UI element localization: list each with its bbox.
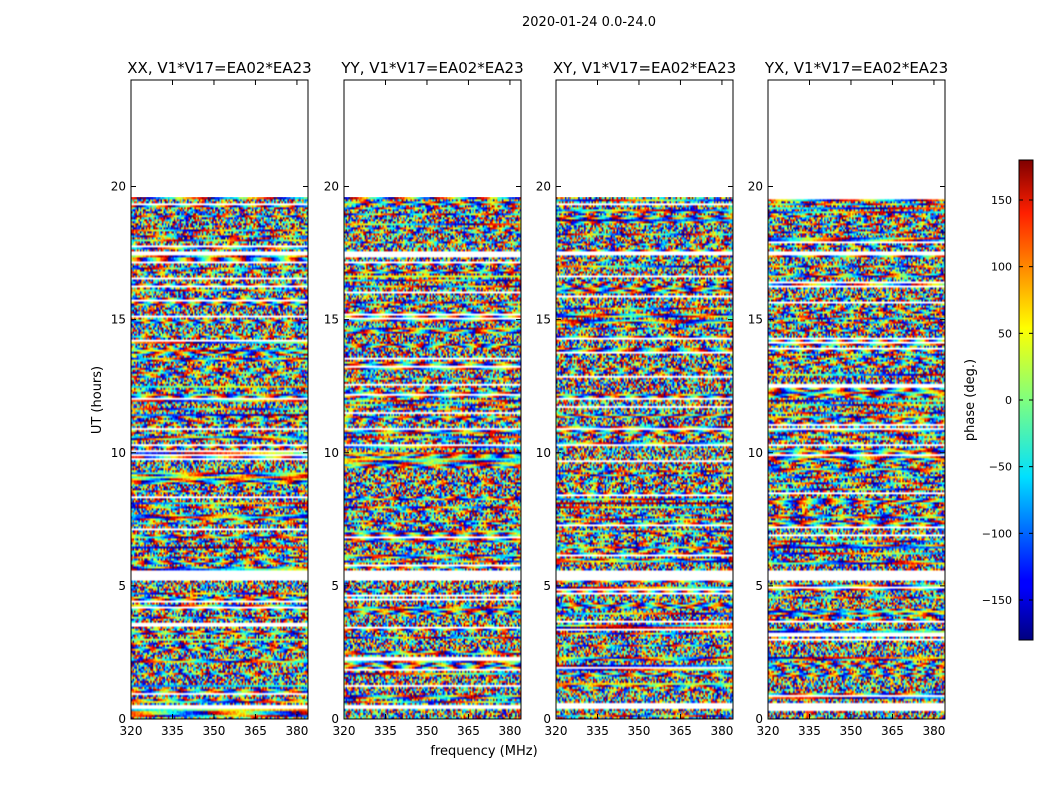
colorbar-label: phase (deg.) (963, 359, 978, 441)
panel-frame (343, 79, 522, 720)
panel-title: YX, V1*V17=EA02*EA23 (764, 59, 948, 77)
y-tick-label: 15 (324, 313, 339, 327)
y-tick-label: 5 (543, 579, 551, 593)
y-tick-label: 15 (111, 313, 126, 327)
y-tick-label: 15 (536, 313, 551, 327)
y-tick-label: 20 (111, 180, 126, 194)
y-tick-label: 0 (118, 712, 126, 726)
y-tick-label: 0 (543, 712, 551, 726)
colorbar-tick-label: −50 (989, 461, 1012, 474)
figure-suptitle: 2020-01-24 0.0-24.0 (522, 15, 656, 30)
panel-xx: XX, V1*V17=EA02*EA23 320 335 350 365 380 0 5 10 1… (111, 59, 312, 738)
colorbar: 150 100 50 0 −50 −100 −150 phase (deg.) (963, 159, 1034, 641)
x-tick-label: 380 (498, 724, 521, 738)
heatmap-yy (344, 197, 521, 719)
x-tick-label: 350 (840, 724, 863, 738)
y-tick-label: 20 (324, 180, 339, 194)
colorbar-tick-label: −150 (982, 594, 1012, 607)
x-tick-label: 335 (798, 724, 821, 738)
x-tick-label: 335 (374, 724, 397, 738)
y-tick-label: 0 (331, 712, 339, 726)
x-axis-label: frequency (MHz) (430, 744, 537, 759)
x-tick-label: 320 (757, 724, 780, 738)
x-tick-label: 380 (710, 724, 733, 738)
y-tick-label: 5 (118, 579, 126, 593)
heatmap-yx (768, 197, 945, 719)
y-tick-label: 20 (748, 180, 763, 194)
x-tick-label: 380 (285, 724, 308, 738)
y-tick-label: 10 (536, 446, 551, 460)
y-tick-label: 20 (536, 180, 551, 194)
colorbar-tick-label: 100 (991, 261, 1012, 274)
panel-frame (767, 79, 946, 720)
x-tick-label: 335 (586, 724, 609, 738)
colorbar-tick-label: −100 (982, 527, 1012, 540)
x-tick-label: 350 (416, 724, 439, 738)
heatmap-xy (556, 197, 733, 719)
x-tick-label: 365 (457, 724, 480, 738)
colorbar-tick-label: 0 (1005, 394, 1012, 407)
x-tick-label: 365 (881, 724, 904, 738)
colorbar-tick-label: 150 (991, 194, 1012, 207)
x-tick-label: 365 (244, 724, 267, 738)
y-tick-label: 10 (111, 446, 126, 460)
x-tick-label: 380 (922, 724, 945, 738)
panel-yx: YX, V1*V17=EA02*EA23 320 335 350 365 380 0 5 10 1… (748, 59, 948, 738)
x-tick-label: 335 (161, 724, 184, 738)
x-tick-label: 320 (545, 724, 568, 738)
y-tick-label: 10 (324, 446, 339, 460)
y-tick-label: 5 (331, 579, 339, 593)
panel-frame (555, 79, 734, 720)
colorbar-tick-label: 50 (998, 327, 1012, 340)
y-tick-label: 10 (748, 446, 763, 460)
panels: XX, V1*V17=EA02*EA23 320 335 350 365 380 0 5 10 1… (111, 59, 948, 738)
y-axis-label: UT (hours) (90, 366, 105, 434)
x-tick-label: 350 (203, 724, 226, 738)
y-tick-label: 15 (748, 313, 763, 327)
x-tick-label: 320 (120, 724, 143, 738)
panel-title: XX, V1*V17=EA02*EA23 (127, 59, 311, 77)
x-tick-label: 350 (628, 724, 651, 738)
y-tick-label: 0 (755, 712, 763, 726)
heatmap-xx (131, 197, 308, 719)
colorbar-ticks: 150 100 50 0 −50 −100 −150 (982, 194, 1033, 607)
x-tick-label: 320 (333, 724, 356, 738)
panel-yy: YY, V1*V17=EA02*EA23 320 335 350 365 380 0 5 10 1… (324, 59, 524, 738)
panel-xy: XY, V1*V17=EA02*EA23 320 335 350 365 380 0 5 10 1… (536, 59, 736, 738)
x-tick-label: 365 (669, 724, 692, 738)
y-tick-label: 5 (755, 579, 763, 593)
panel-frame (130, 79, 309, 720)
panel-title: YY, V1*V17=EA02*EA23 (340, 59, 523, 77)
panel-title: XY, V1*V17=EA02*EA23 (553, 59, 736, 77)
